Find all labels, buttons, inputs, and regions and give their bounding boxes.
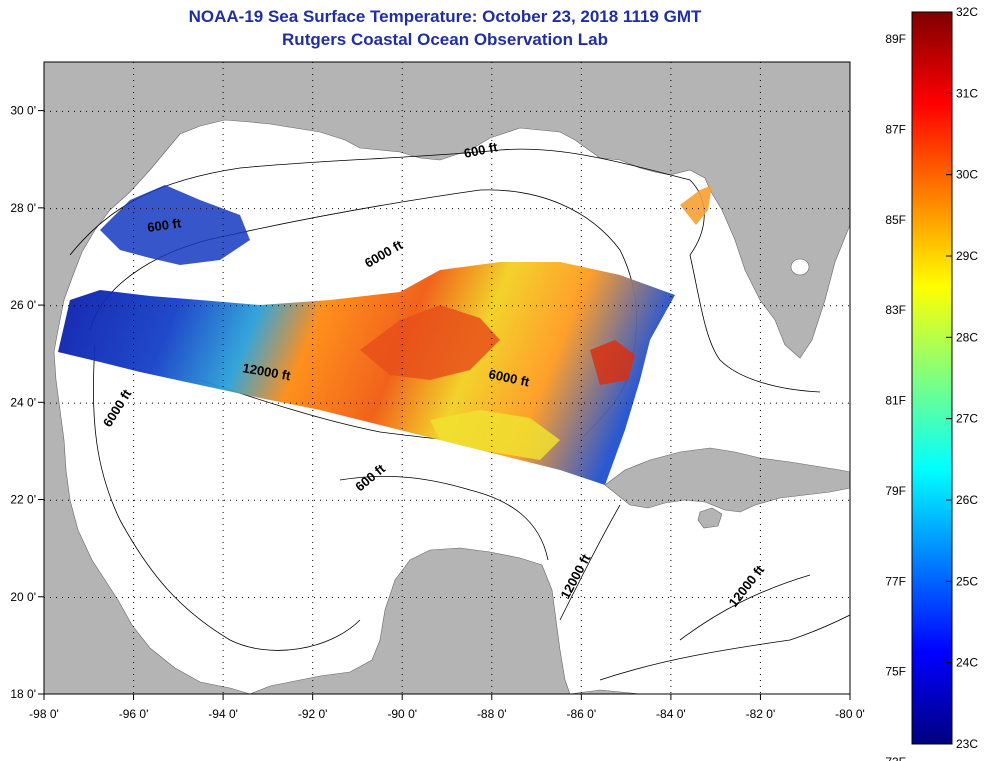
contour-600ft-campeche [339, 475, 549, 561]
x-tick-label: -90 0' [387, 707, 417, 721]
colorbar-c-label: 32C [956, 5, 978, 19]
contour-label: 600 ft [146, 215, 182, 235]
sst-yellow-south [430, 410, 560, 460]
contour-caribbean-ridge [599, 614, 850, 681]
y-tick-label: 30 0' [10, 104, 36, 118]
colorbar-c-label: 30C [956, 168, 978, 182]
y-tick-label: 26 0' [10, 298, 36, 312]
x-tick-label: -98 0' [29, 707, 59, 721]
y-tick-label: 24 0' [10, 395, 36, 409]
colorbar-c-label: 24C [956, 656, 978, 670]
colorbar-c-label: 29C [956, 249, 978, 263]
colorbar-c-label: 28C [956, 330, 978, 344]
colorbar-c-label: 23C [956, 737, 978, 751]
sst-warm-east [590, 340, 635, 385]
sst-warm-core [360, 305, 500, 380]
colorbar-scale [911, 11, 953, 745]
map-subtitle: Rutgers Coastal Ocean Observation Lab [282, 30, 608, 49]
x-tick-label: -88 0' [477, 707, 507, 721]
x-tick-label: -86 0' [567, 707, 597, 721]
colorbar-c-label: 26C [956, 493, 978, 507]
x-tick-label: -80 0' [835, 707, 865, 721]
map-title: NOAA-19 Sea Surface Temperature: October… [188, 7, 702, 26]
colorbar: 89F 87F 85F 83F 81F 79F 77F 75F 73F 32C 31C 30C 29C 2… [885, 5, 978, 761]
sst-patch-keys [680, 185, 712, 225]
sst-patch-northwest [100, 185, 250, 265]
colorbar-f-label: 83F [885, 303, 906, 317]
y-tick-label: 28 0' [10, 201, 36, 215]
colorbar-labels: 89F 87F 85F 83F 81F 79F 77F 75F 73F 32C 31C 30C 29C 2… [885, 5, 978, 761]
axis-ticks: -98 0' -96 0' -94 0' -92 0' -90 0' -88 0' -86 … [10, 104, 864, 721]
land-isla-juventud [697, 507, 723, 529]
colorbar-c-label: 27C [956, 412, 978, 426]
colorbar-f-label: 77F [885, 574, 906, 588]
lake-okeechobee [790, 258, 810, 276]
contour-florida-shelf [689, 254, 821, 393]
y-tick-label: 20 0' [10, 590, 36, 604]
colorbar-f-label: 75F [885, 665, 906, 679]
colorbar-f-label: 87F [885, 122, 906, 136]
x-tick-label: -92 0' [298, 707, 328, 721]
land-north-america [44, 62, 850, 694]
plot-frame [43, 61, 851, 695]
y-tick-label: 18 0' [10, 687, 36, 701]
contour-12000ft-east [679, 574, 811, 641]
x-tick-label: -82 0' [746, 707, 776, 721]
graticule [44, 62, 850, 694]
colorbar-f-label: 89F [885, 32, 906, 46]
colorbar-f-label: 73F [885, 755, 906, 761]
colorbar-f-label: 81F [885, 394, 906, 408]
colorbar-f-label: 85F [885, 213, 906, 227]
contour-label: 600 ft [463, 139, 500, 161]
contour-6000ft-west [92, 344, 361, 651]
land-central-america [569, 689, 641, 694]
colorbar-f-label: 79F [885, 484, 906, 498]
contour-12000ft-caribbean [559, 504, 621, 621]
land-cuba [604, 447, 850, 513]
sst-swath [58, 185, 712, 485]
land-yucatan [249, 547, 571, 694]
x-tick-label: -96 0' [119, 707, 149, 721]
x-tick-label: -84 0' [656, 707, 686, 721]
colorbar-c-label: 25C [956, 574, 978, 588]
colorbar-c-label: 31C [956, 86, 978, 100]
x-tick-label: -94 0' [208, 707, 238, 721]
y-tick-label: 22 0' [10, 493, 36, 507]
